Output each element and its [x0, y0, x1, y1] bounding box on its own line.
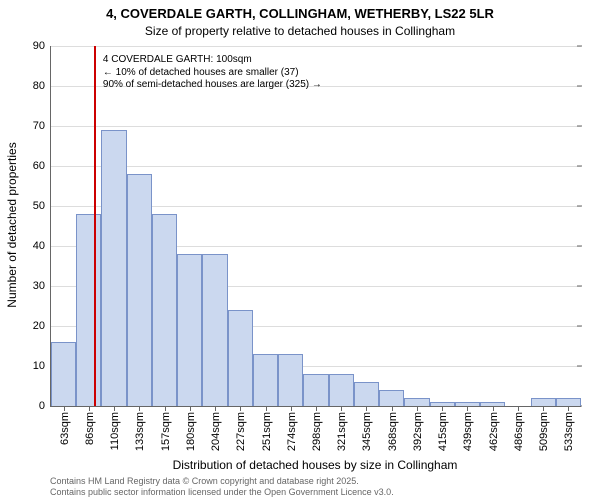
histogram-bar — [228, 310, 253, 406]
annotation-line: ← 10% of detached houses are smaller (37… — [103, 67, 322, 80]
x-tick-mark — [165, 406, 166, 411]
chart-title: 4, COVERDALE GARTH, COLLINGHAM, WETHERBY… — [0, 6, 600, 21]
histogram-bar — [152, 214, 177, 406]
x-tick-label: 180sqm — [183, 412, 197, 451]
x-tick-label: 509sqm — [536, 412, 550, 451]
x-tick-mark — [139, 406, 140, 411]
annotation-heading: 4 COVERDALE GARTH: 100sqm — [103, 54, 322, 67]
x-tick-label: 251sqm — [259, 412, 273, 451]
x-tick-label: 157sqm — [158, 412, 172, 451]
x-tick-label: 533sqm — [561, 412, 575, 451]
histogram-bar — [329, 374, 354, 406]
x-tick-mark — [64, 406, 65, 411]
y-tick-mark — [577, 46, 582, 47]
x-tick-mark — [190, 406, 191, 411]
y-axis-label: Number of detached properties — [5, 45, 19, 405]
x-tick-label: 345sqm — [359, 412, 373, 451]
y-tick-mark — [577, 366, 582, 367]
y-tick-mark — [577, 246, 582, 247]
y-tick-mark — [577, 286, 582, 287]
y-tick-label: 90 — [33, 40, 51, 52]
x-tick-label: 486sqm — [511, 412, 525, 451]
x-tick-label: 133sqm — [132, 412, 146, 451]
y-tick-mark — [577, 166, 582, 167]
y-tick-mark — [577, 126, 582, 127]
x-tick-mark — [89, 406, 90, 411]
x-tick-label: 368sqm — [385, 412, 399, 451]
chart-container: 4, COVERDALE GARTH, COLLINGHAM, WETHERBY… — [0, 0, 600, 500]
y-tick-label: 70 — [33, 120, 51, 132]
x-tick-mark — [568, 406, 569, 411]
y-tick-label: 0 — [39, 400, 51, 412]
x-tick-mark — [240, 406, 241, 411]
histogram-bar — [76, 214, 101, 406]
histogram-bar — [303, 374, 328, 406]
x-tick-label: 462sqm — [486, 412, 500, 451]
x-tick-label: 415sqm — [435, 412, 449, 451]
x-tick-label: 274sqm — [284, 412, 298, 451]
x-tick-label: 204sqm — [208, 412, 222, 451]
footer-attribution: Contains HM Land Registry data © Crown c… — [50, 476, 394, 499]
y-tick-label: 30 — [33, 280, 51, 292]
x-tick-label: 321sqm — [334, 412, 348, 451]
reference-line — [94, 46, 96, 406]
footer-line: Contains HM Land Registry data © Crown c… — [50, 476, 394, 487]
x-tick-label: 439sqm — [460, 412, 474, 451]
y-tick-mark — [577, 86, 582, 87]
histogram-bar — [127, 174, 152, 406]
gridline — [51, 166, 581, 167]
gridline — [51, 126, 581, 127]
y-tick-label: 60 — [33, 160, 51, 172]
y-tick-label: 80 — [33, 80, 51, 92]
chart-subtitle: Size of property relative to detached ho… — [0, 24, 600, 38]
y-tick-label: 40 — [33, 240, 51, 252]
x-tick-mark — [442, 406, 443, 411]
plot-area: 010203040506070809063sqm86sqm110sqm133sq… — [50, 46, 581, 407]
x-tick-label: 227sqm — [233, 412, 247, 451]
histogram-bar — [202, 254, 227, 406]
x-tick-label: 63sqm — [57, 412, 71, 445]
histogram-bar — [51, 342, 76, 406]
y-tick-mark — [577, 206, 582, 207]
x-tick-label: 298sqm — [309, 412, 323, 451]
x-tick-mark — [266, 406, 267, 411]
y-tick-label: 10 — [33, 360, 51, 372]
histogram-bar — [354, 382, 379, 406]
footer-line: Contains public sector information licen… — [50, 487, 394, 498]
x-tick-mark — [114, 406, 115, 411]
annotation-line: 90% of semi-detached houses are larger (… — [103, 79, 322, 92]
x-tick-mark — [341, 406, 342, 411]
x-tick-mark — [316, 406, 317, 411]
x-tick-mark — [518, 406, 519, 411]
x-tick-mark — [366, 406, 367, 411]
histogram-bar — [379, 390, 404, 406]
gridline — [51, 46, 581, 47]
x-tick-mark — [291, 406, 292, 411]
histogram-bar — [556, 398, 581, 406]
histogram-bar — [531, 398, 556, 406]
x-tick-mark — [467, 406, 468, 411]
histogram-bar — [101, 130, 126, 406]
y-tick-label: 20 — [33, 320, 51, 332]
x-tick-label: 392sqm — [410, 412, 424, 451]
y-tick-label: 50 — [33, 200, 51, 212]
y-tick-mark — [577, 326, 582, 327]
x-tick-mark — [493, 406, 494, 411]
x-tick-label: 110sqm — [107, 412, 121, 450]
histogram-bar — [404, 398, 429, 406]
x-tick-label: 86sqm — [82, 412, 96, 445]
annotation-box: 4 COVERDALE GARTH: 100sqm← 10% of detach… — [103, 54, 322, 92]
x-tick-mark — [215, 406, 216, 411]
histogram-bar — [177, 254, 202, 406]
x-tick-mark — [392, 406, 393, 411]
histogram-bar — [278, 354, 303, 406]
x-tick-mark — [417, 406, 418, 411]
x-axis-label: Distribution of detached houses by size … — [50, 458, 580, 472]
histogram-bar — [253, 354, 278, 406]
x-tick-mark — [543, 406, 544, 411]
